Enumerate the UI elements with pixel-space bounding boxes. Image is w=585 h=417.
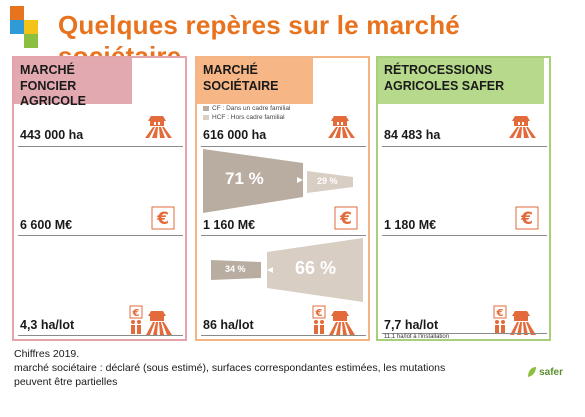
- svg-text:€: €: [156, 209, 169, 229]
- legend-cf: CF : Dans un cadre familial: [203, 104, 290, 113]
- area-split-graphic: 71 % 29 %: [203, 149, 363, 213]
- lot-size: 7,7 ha/lot: [384, 318, 439, 332]
- value-cf-pct: 34 %: [225, 264, 246, 274]
- panel-marche-foncier: Marché foncier agricole 443 000 ha € 6 6…: [12, 56, 187, 341]
- value-amount: 6 600 M€: [20, 218, 73, 232]
- divider: [18, 146, 183, 147]
- svg-text:€: €: [315, 308, 323, 319]
- farm-field-icon: [322, 114, 358, 138]
- lot-size: 86 ha/lot: [203, 318, 254, 332]
- footer-line-2: marché sociétaire : déclaré (sous estimé…: [14, 362, 446, 389]
- euro-icon: €: [515, 206, 539, 230]
- area-hcf-shape: [307, 171, 353, 193]
- legend: CF : Dans un cadre familial HCF : Hors c…: [203, 104, 290, 122]
- value-hcf-pct: 66 %: [295, 258, 337, 278]
- square-yellow: [24, 20, 38, 34]
- divider: [18, 235, 183, 236]
- svg-text:€: €: [520, 209, 533, 229]
- value-hcf-shape: [267, 238, 363, 302]
- panel-heading: Marché foncier agricole: [14, 58, 132, 108]
- leaf-icon: [528, 367, 537, 377]
- divider: [382, 235, 547, 236]
- euro-icon: €: [151, 206, 175, 230]
- square-orange: [10, 6, 24, 20]
- legend-hcf: HCF : Hors cadre familial: [203, 113, 290, 122]
- footer-notes: Chiffres 2019. marché sociétaire : décla…: [14, 347, 484, 390]
- value-cf-shape: [211, 260, 261, 280]
- euro-family-farm-icon: €: [493, 305, 539, 335]
- lot-size: 4,3 ha/lot: [20, 318, 75, 332]
- value-amount: 1 160 M€: [203, 218, 256, 232]
- euro-family-farm-icon: €: [312, 305, 358, 335]
- safer-logo: safer: [527, 366, 563, 378]
- area-value: 84 483 ha: [384, 128, 441, 142]
- farm-field-icon: [503, 114, 539, 138]
- footer-line-1: Chiffres 2019.: [14, 348, 80, 360]
- panel-heading: Marché sociétaire: [197, 58, 313, 104]
- square-blue: [10, 20, 24, 34]
- svg-text:€: €: [339, 209, 352, 229]
- svg-text:€: €: [496, 308, 504, 319]
- euro-icon: €: [334, 206, 358, 230]
- value-amount: 1 180 M€: [384, 218, 437, 232]
- lot-note: 11,1 ha/lot à l'installation: [384, 334, 450, 340]
- euro-family-farm-icon: €: [129, 305, 175, 335]
- value-split-graphic: 34 % 66 %: [203, 238, 363, 302]
- area-hcf-pct: 29 %: [317, 176, 338, 186]
- area-value: 443 000 ha: [20, 128, 84, 142]
- svg-text:€: €: [132, 308, 140, 319]
- area-cf-shape: [203, 149, 303, 213]
- divider: [18, 335, 183, 336]
- divider: [201, 335, 366, 336]
- divider: [382, 146, 547, 147]
- brand-squares: [8, 6, 48, 50]
- divider: [201, 235, 366, 236]
- logo-text: safer: [539, 366, 563, 378]
- area-cf-pct: 71 %: [225, 169, 264, 188]
- divider: [382, 333, 547, 334]
- panel-heading: Rétrocessions agricoles Safer: [378, 58, 544, 104]
- panel-retrocessions-safer: Rétrocessions agricoles Safer 84 483 ha …: [376, 56, 551, 341]
- area-value: 616 000 ha: [203, 128, 267, 142]
- farm-field-icon: [139, 114, 175, 138]
- square-green: [24, 34, 38, 48]
- panel-marche-societaire: Marché sociétaire CF : Dans un cadre fam…: [195, 56, 370, 341]
- divider: [201, 146, 366, 147]
